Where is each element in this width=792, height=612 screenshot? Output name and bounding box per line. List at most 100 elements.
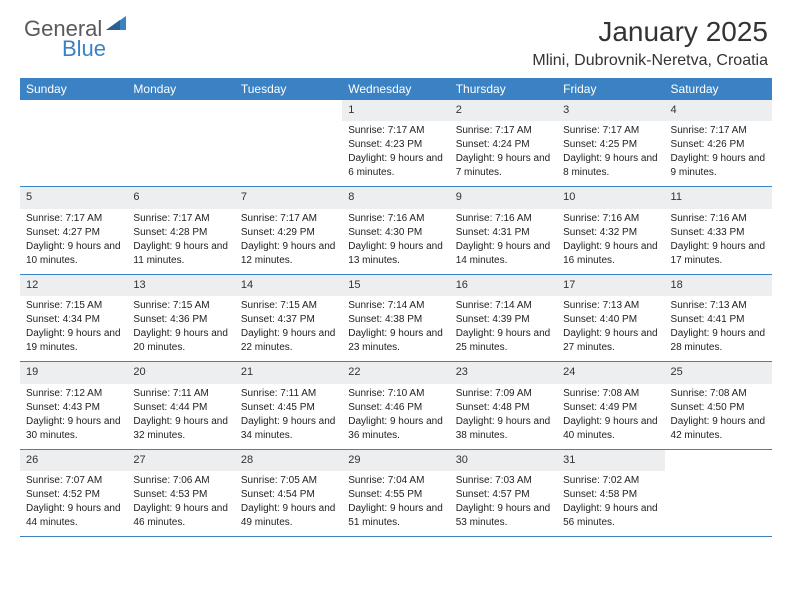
day-number: 30 [450,450,557,471]
day-cell: 12Sunrise: 7:15 AMSunset: 4:34 PMDayligh… [20,275,127,361]
daylight-text: Daylight: 9 hours and 53 minutes. [456,502,551,530]
day-cell: 17Sunrise: 7:13 AMSunset: 4:40 PMDayligh… [557,275,664,361]
day-content: Sunrise: 7:17 AMSunset: 4:24 PMDaylight:… [450,121,557,186]
sunrise-text: Sunrise: 7:17 AM [456,124,551,138]
location: Mlini, Dubrovnik-Neretva, Croatia [532,52,768,70]
sunset-text: Sunset: 4:41 PM [671,313,766,327]
sunset-text: Sunset: 4:55 PM [348,488,443,502]
day-number: 23 [450,362,557,383]
day-cell: 16Sunrise: 7:14 AMSunset: 4:39 PMDayligh… [450,275,557,361]
daylight-text: Daylight: 9 hours and 22 minutes. [241,327,336,355]
sunrise-text: Sunrise: 7:05 AM [241,474,336,488]
day-cell: 29Sunrise: 7:04 AMSunset: 4:55 PMDayligh… [342,450,449,536]
day-number: 18 [665,275,772,296]
day-number: 20 [127,362,234,383]
day-content: Sunrise: 7:17 AMSunset: 4:26 PMDaylight:… [665,121,772,186]
sunset-text: Sunset: 4:24 PM [456,138,551,152]
sunrise-text: Sunrise: 7:06 AM [133,474,228,488]
sunrise-text: Sunrise: 7:08 AM [563,387,658,401]
day-content: Sunrise: 7:04 AMSunset: 4:55 PMDaylight:… [342,471,449,536]
sunrise-text: Sunrise: 7:17 AM [348,124,443,138]
weekday-header: Wednesday [342,78,449,100]
daylight-text: Daylight: 9 hours and 23 minutes. [348,327,443,355]
sunrise-text: Sunrise: 7:04 AM [348,474,443,488]
day-content: Sunrise: 7:10 AMSunset: 4:46 PMDaylight:… [342,384,449,449]
sunset-text: Sunset: 4:33 PM [671,226,766,240]
day-cell: 26Sunrise: 7:07 AMSunset: 4:52 PMDayligh… [20,450,127,536]
sunset-text: Sunset: 4:36 PM [133,313,228,327]
daylight-text: Daylight: 9 hours and 7 minutes. [456,152,551,180]
day-content: Sunrise: 7:13 AMSunset: 4:40 PMDaylight:… [557,296,664,361]
sunset-text: Sunset: 4:38 PM [348,313,443,327]
day-number: 17 [557,275,664,296]
sunset-text: Sunset: 4:49 PM [563,401,658,415]
daylight-text: Daylight: 9 hours and 38 minutes. [456,415,551,443]
day-number: 7 [235,187,342,208]
day-number: 31 [557,450,664,471]
day-number: 5 [20,187,127,208]
sunrise-text: Sunrise: 7:11 AM [133,387,228,401]
sunset-text: Sunset: 4:37 PM [241,313,336,327]
day-cell: 8Sunrise: 7:16 AMSunset: 4:30 PMDaylight… [342,187,449,273]
day-number: 27 [127,450,234,471]
daylight-text: Daylight: 9 hours and 40 minutes. [563,415,658,443]
day-number: 14 [235,275,342,296]
day-content: Sunrise: 7:13 AMSunset: 4:41 PMDaylight:… [665,296,772,361]
sunset-text: Sunset: 4:46 PM [348,401,443,415]
day-content: Sunrise: 7:05 AMSunset: 4:54 PMDaylight:… [235,471,342,536]
logo-text-blue: Blue [62,36,106,62]
sunset-text: Sunset: 4:40 PM [563,313,658,327]
empty-day-cell [235,100,342,186]
weekday-header-row: SundayMondayTuesdayWednesdayThursdayFrid… [20,78,772,100]
day-content: Sunrise: 7:15 AMSunset: 4:37 PMDaylight:… [235,296,342,361]
day-cell: 19Sunrise: 7:12 AMSunset: 4:43 PMDayligh… [20,362,127,448]
day-number: 4 [665,100,772,121]
day-content: Sunrise: 7:08 AMSunset: 4:50 PMDaylight:… [665,384,772,449]
daylight-text: Daylight: 9 hours and 44 minutes. [26,502,121,530]
day-content: Sunrise: 7:11 AMSunset: 4:44 PMDaylight:… [127,384,234,449]
day-number: 9 [450,187,557,208]
day-number: 15 [342,275,449,296]
day-number: 3 [557,100,664,121]
week-row: 19Sunrise: 7:12 AMSunset: 4:43 PMDayligh… [20,362,772,449]
day-content: Sunrise: 7:15 AMSunset: 4:34 PMDaylight:… [20,296,127,361]
sunrise-text: Sunrise: 7:09 AM [456,387,551,401]
day-content: Sunrise: 7:17 AMSunset: 4:28 PMDaylight:… [127,209,234,274]
day-number: 2 [450,100,557,121]
sunrise-text: Sunrise: 7:17 AM [133,212,228,226]
day-cell: 13Sunrise: 7:15 AMSunset: 4:36 PMDayligh… [127,275,234,361]
sunrise-text: Sunrise: 7:16 AM [671,212,766,226]
day-content: Sunrise: 7:14 AMSunset: 4:38 PMDaylight:… [342,296,449,361]
day-cell: 27Sunrise: 7:06 AMSunset: 4:53 PMDayligh… [127,450,234,536]
day-cell: 10Sunrise: 7:16 AMSunset: 4:32 PMDayligh… [557,187,664,273]
sunrise-text: Sunrise: 7:12 AM [26,387,121,401]
week-row: 12Sunrise: 7:15 AMSunset: 4:34 PMDayligh… [20,275,772,362]
day-cell: 7Sunrise: 7:17 AMSunset: 4:29 PMDaylight… [235,187,342,273]
day-content: Sunrise: 7:09 AMSunset: 4:48 PMDaylight:… [450,384,557,449]
daylight-text: Daylight: 9 hours and 49 minutes. [241,502,336,530]
day-content: Sunrise: 7:15 AMSunset: 4:36 PMDaylight:… [127,296,234,361]
day-cell: 18Sunrise: 7:13 AMSunset: 4:41 PMDayligh… [665,275,772,361]
logo-triangle-icon [106,16,126,35]
sunset-text: Sunset: 4:30 PM [348,226,443,240]
sunset-text: Sunset: 4:34 PM [26,313,121,327]
sunset-text: Sunset: 4:52 PM [26,488,121,502]
daylight-text: Daylight: 9 hours and 16 minutes. [563,240,658,268]
day-number: 10 [557,187,664,208]
day-cell: 23Sunrise: 7:09 AMSunset: 4:48 PMDayligh… [450,362,557,448]
day-number: 28 [235,450,342,471]
daylight-text: Daylight: 9 hours and 36 minutes. [348,415,443,443]
sunrise-text: Sunrise: 7:15 AM [26,299,121,313]
sunset-text: Sunset: 4:45 PM [241,401,336,415]
day-content: Sunrise: 7:11 AMSunset: 4:45 PMDaylight:… [235,384,342,449]
day-number: 11 [665,187,772,208]
sunrise-text: Sunrise: 7:17 AM [241,212,336,226]
day-cell: 22Sunrise: 7:10 AMSunset: 4:46 PMDayligh… [342,362,449,448]
sunset-text: Sunset: 4:31 PM [456,226,551,240]
sunrise-text: Sunrise: 7:16 AM [348,212,443,226]
day-number: 29 [342,450,449,471]
daylight-text: Daylight: 9 hours and 13 minutes. [348,240,443,268]
month-title: January 2025 [532,16,768,48]
day-content: Sunrise: 7:17 AMSunset: 4:23 PMDaylight:… [342,121,449,186]
day-content: Sunrise: 7:06 AMSunset: 4:53 PMDaylight:… [127,471,234,536]
